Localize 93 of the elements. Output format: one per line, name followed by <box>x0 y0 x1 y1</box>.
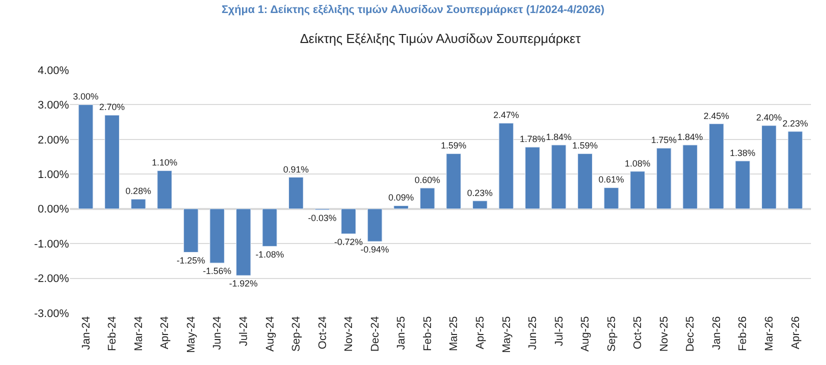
x-tick-label: Jun-25 <box>527 316 540 350</box>
x-tick-label: Apr-26 <box>790 316 802 350</box>
data-label: 1.08% <box>624 158 650 168</box>
data-label: 0.09% <box>388 192 414 203</box>
y-tick-label: 2.00% <box>38 134 70 146</box>
chart-title: Σχήμα 1: Δείκτης εξέλιξης τιμών Αλυσίδων Σουπερμάρκετ (1/2024-4/2026) <box>222 4 605 16</box>
x-tick-label: Feb-24 <box>106 316 119 352</box>
bar <box>130 198 146 210</box>
x-tick-label: Jan-25 <box>396 316 408 350</box>
data-label: -1.92% <box>229 278 258 289</box>
bar <box>210 208 225 264</box>
data-label: 0.23% <box>467 188 493 198</box>
data-label: 0.91% <box>283 164 309 174</box>
x-tick-label: Dec-24 <box>369 316 382 352</box>
x-tick-label: Jul-25 <box>553 316 566 346</box>
data-label: 1.59% <box>440 140 466 151</box>
x-tick-label: Jan-24 <box>80 316 92 350</box>
x-tick-label: Sep-25 <box>606 316 618 352</box>
bar <box>630 171 646 210</box>
data-label: 2.40% <box>756 112 782 123</box>
bar <box>288 177 304 210</box>
bar <box>551 144 566 210</box>
data-label: -0.94% <box>360 244 390 254</box>
data-label: 1.59% <box>572 140 598 151</box>
x-tick-label: Mar-25 <box>448 316 460 352</box>
x-tick-label: Oct-25 <box>632 316 644 350</box>
bar <box>341 208 356 234</box>
bar <box>708 124 724 210</box>
y-tick-label: 1.00% <box>38 168 70 181</box>
bar <box>788 131 803 210</box>
y-tick-label: 3.00% <box>38 100 70 112</box>
bar <box>104 114 120 210</box>
bar <box>183 208 198 252</box>
bar <box>524 146 540 210</box>
data-label: 0.60% <box>414 175 440 186</box>
data-label: -1.25% <box>176 255 206 266</box>
data-label: 2.70% <box>99 102 125 112</box>
x-tick-label: Sep-24 <box>290 316 303 352</box>
x-tick-label: Nov-24 <box>343 316 356 352</box>
bar <box>394 205 409 210</box>
data-label: 3.00% <box>73 92 99 102</box>
data-label: 1.38% <box>730 148 756 158</box>
data-label: -0.72% <box>334 236 363 247</box>
bar <box>262 208 278 247</box>
bar <box>656 148 672 210</box>
x-tick-label: Mar-24 <box>132 316 145 352</box>
data-label: 1.10% <box>152 158 178 168</box>
bar <box>578 153 592 210</box>
x-tick-label: Aug-25 <box>580 316 592 352</box>
y-tick-label: 4.00% <box>38 64 70 77</box>
bar <box>367 208 382 242</box>
bar <box>472 200 488 210</box>
data-label: -1.56% <box>202 266 232 276</box>
x-tick-label: Aug-24 <box>264 316 276 352</box>
data-label: 0.28% <box>126 186 152 196</box>
x-tick-label: May-25 <box>500 316 513 353</box>
data-label: 1.78% <box>520 134 546 144</box>
x-tick-label: Feb-25 <box>422 316 434 352</box>
data-label: 2.23% <box>782 118 808 128</box>
x-tick-label: Oct-24 <box>316 316 329 350</box>
bar <box>604 187 619 210</box>
data-label: 1.84% <box>677 132 703 142</box>
bar <box>420 188 435 210</box>
y-tick-label: -1.00% <box>34 238 70 250</box>
x-tick-label: Jan-26 <box>710 316 723 350</box>
bar <box>761 125 776 210</box>
x-tick-label: Apr-24 <box>159 316 172 350</box>
x-tick-label: Apr-25 <box>474 316 486 350</box>
bar <box>236 208 251 276</box>
data-label: 1.75% <box>651 135 677 146</box>
x-tick-label: Nov-25 <box>658 316 670 352</box>
bar <box>735 160 750 210</box>
data-label: 0.61% <box>598 174 624 185</box>
y-tick-label: -2.00% <box>34 273 70 286</box>
x-tick-label: Jul-24 <box>238 316 250 346</box>
data-label: 2.45% <box>704 110 730 121</box>
y-tick-label: 0.00% <box>38 204 70 216</box>
data-label: -0.03% <box>308 212 337 223</box>
bar <box>498 122 514 210</box>
data-label: 2.47% <box>493 110 519 120</box>
x-tick-label: Jun-24 <box>212 316 224 350</box>
x-tick-label: May-24 <box>185 316 198 353</box>
bar <box>682 144 698 210</box>
x-tick-label: Feb-26 <box>737 316 750 352</box>
bar <box>157 170 172 210</box>
y-tick-label: -3.00% <box>34 308 70 320</box>
chart-subtitle: Δείκτης Εξέλιξης Τιμών Αλυσίδων Σουπερμάρκετ <box>300 31 582 46</box>
bar <box>446 153 462 210</box>
data-label: 1.84% <box>546 132 572 142</box>
data-label: -1.08% <box>255 249 284 260</box>
bar <box>78 104 94 210</box>
x-tick-label: Dec-25 <box>684 316 697 352</box>
x-tick-label: Mar-26 <box>764 316 776 352</box>
